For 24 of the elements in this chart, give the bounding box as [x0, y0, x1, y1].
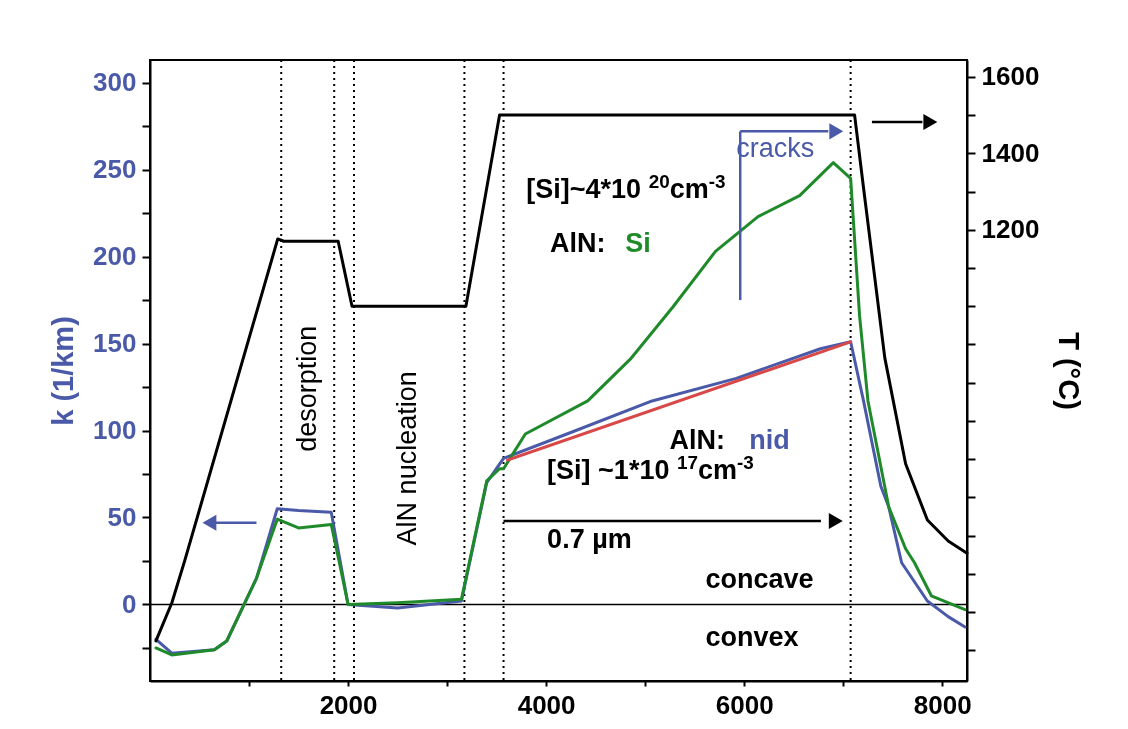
y2-tick-label: 1400 — [981, 137, 1040, 168]
x-tick-label: 2000 — [319, 689, 378, 720]
y2-tick-label: 1200 — [981, 214, 1040, 245]
annotation: 0.7 µm — [547, 524, 632, 555]
annotation: AlN nucleation — [392, 371, 423, 546]
y2-tick-label: 1600 — [981, 61, 1040, 92]
x-tick-label: 4000 — [517, 689, 576, 720]
y-tick-label: 250 — [93, 154, 137, 185]
x-tick-label: 8000 — [913, 689, 972, 720]
x-tick-label: 6000 — [715, 689, 774, 720]
series-label: Si — [625, 228, 651, 259]
y-tick-label: 100 — [93, 415, 137, 446]
y-tick-label: 200 — [93, 241, 137, 272]
annotation: convex — [705, 621, 799, 652]
y2-axis-title: T (°C) — [1053, 332, 1086, 410]
y-tick-label: 150 — [93, 328, 137, 359]
annotation: concave — [705, 564, 814, 595]
annotation: desorption — [292, 325, 323, 452]
y-axis-title: k (1/km) — [47, 316, 80, 426]
annotation: [Si]~4*10 $^{20}$cm$^{-3}$ — [526, 170, 726, 205]
y-tick-label: 300 — [93, 67, 137, 98]
y-tick-label: 50 — [107, 501, 137, 532]
annotation: AlN: — [550, 228, 606, 259]
y-tick-label: 0 — [122, 588, 137, 619]
